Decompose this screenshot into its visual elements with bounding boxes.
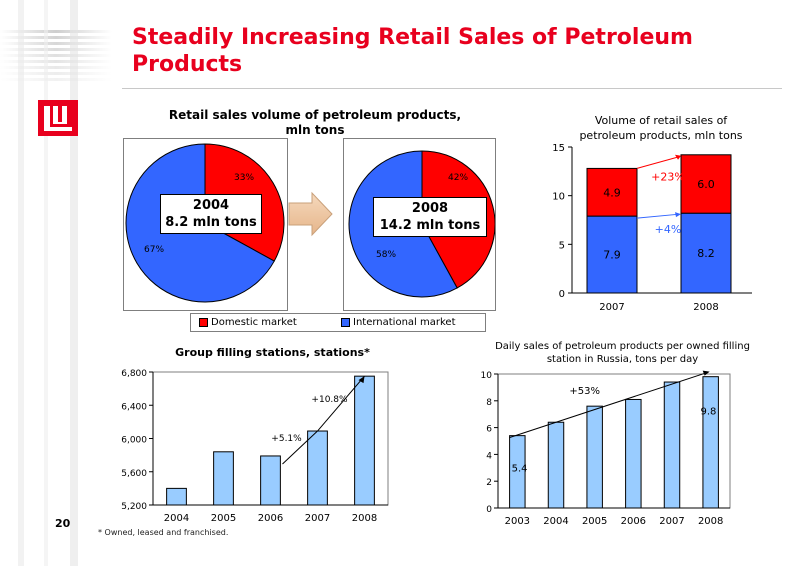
stations-bar-chart: 5,200 5,600 6,000 6,400 6,800 2004 2005 2006 200… (121, 369, 389, 524)
stacked-bar-2007-domestic (586, 167, 638, 217)
stations-x-tick-label: 2007 (305, 513, 330, 524)
growth-arrowhead-international (675, 212, 681, 218)
pie-legend: Domestic market International market (190, 313, 486, 332)
footnote: * Owned, leased and franchised. (98, 528, 229, 537)
daily-bar-2006 (625, 398, 642, 509)
stacked-bar-2007-international (586, 215, 638, 294)
stations-bar-2006 (260, 455, 281, 506)
legend-swatch-international (341, 317, 350, 327)
stations-x-tick-label: 2008 (352, 513, 377, 524)
daily-x-tick-label: 2008 (698, 516, 723, 527)
stations-chart-title: Group filling stations, stations* (175, 346, 370, 359)
stacked-bar-chart: 0 5 10 15 7.9 4.9 2007 8.2 6.0 2008 +23% +4% (552, 143, 752, 313)
stations-y-tick-label: 5,200 (121, 502, 147, 512)
daily-sales-bar-chart: 0 2 4 6 8 10 2003 5.4 2004 2005 2006 2007 2008 9.8 +53… (481, 370, 731, 527)
legend-item-international: International market (341, 314, 456, 331)
stacked-y-tick-label: 10 (552, 192, 565, 203)
pie-2004-total: 8.2 mln tons (165, 215, 257, 230)
daily-sales-chart-title: Daily sales of petroleum products per ow… (495, 341, 750, 365)
stacked-value-label: 4.9 (603, 186, 621, 199)
pie-2004-caption: 2004 8.2 mln tons (160, 194, 262, 234)
growth-arrowhead-domestic (675, 154, 681, 160)
pie-2008-label-international: 58% (376, 250, 396, 260)
daily-data-label: 9.8 (700, 407, 716, 418)
stacked-x-tick-label: 2008 (693, 302, 718, 313)
stacked-value-label: 7.9 (603, 249, 621, 262)
pie-2004-label-domestic: 33% (234, 173, 254, 183)
pie-2008-caption: 2008 14.2 mln tons (373, 197, 487, 237)
stacked-y-tick-label: 0 (559, 289, 565, 300)
stations-bar-2005 (213, 451, 234, 506)
daily-y-tick-label: 10 (481, 371, 493, 381)
daily-data-label: 5.4 (512, 464, 528, 475)
stations-annotation-second: +10.8% (311, 395, 348, 405)
legend-label-domestic: Domestic market (211, 317, 297, 328)
daily-bar-2008 (702, 376, 719, 509)
daily-y-tick-label: 2 (486, 478, 492, 488)
pie-2008-total: 14.2 mln tons (379, 218, 481, 233)
pie-charts-title: Retail sales volume of petroleum product… (168, 108, 462, 137)
stations-bar-2007 (307, 430, 328, 506)
daily-bar-2007 (663, 381, 681, 509)
stations-bar-2004 (166, 487, 187, 506)
stations-x-tick-label: 2004 (164, 513, 189, 524)
daily-trend-line (509, 372, 707, 439)
daily-y-tick-label: 4 (486, 451, 492, 461)
growth-arrow-international (636, 213, 680, 219)
daily-y-tick-label: 8 (486, 398, 492, 408)
daily-bar-2004 (547, 421, 565, 509)
stacked-bar-2008-domestic (680, 154, 732, 214)
stacked-chart-title: Volume of retail sales of petroleum prod… (579, 114, 743, 142)
daily-x-tick-label: 2004 (543, 516, 568, 527)
growth-annotation-domestic: +23% (651, 170, 685, 183)
stations-trend-line (282, 375, 365, 465)
legend-swatch-domestic (199, 317, 208, 327)
stations-annotation-first: +5.1% (271, 434, 302, 444)
daily-trend-arrowhead (702, 370, 710, 376)
stacked-x-tick-label: 2007 (599, 302, 624, 313)
daily-bar-2005 (586, 405, 603, 509)
page-number: 20 (55, 517, 71, 530)
daily-x-tick-label: 2005 (582, 516, 607, 527)
stations-bar-2008 (354, 375, 375, 506)
slide-title: Steadily Increasing Retail Sales of Petr… (132, 25, 693, 77)
stacked-y-tick-label: 15 (552, 143, 565, 154)
stations-y-tick-label: 6,000 (121, 436, 147, 446)
daily-annotation: +53% (569, 386, 600, 397)
daily-bar-2003 (509, 435, 526, 509)
stations-trend-arrowhead (358, 376, 365, 384)
legend-label-international: International market (353, 317, 456, 328)
stacked-value-label: 6.0 (697, 178, 715, 191)
growth-annotation-international: +4% (655, 223, 682, 236)
pie-2008-year: 2008 (411, 201, 449, 216)
daily-x-tick-label: 2003 (505, 516, 530, 527)
right-arrow-icon (288, 191, 333, 237)
daily-y-tick-label: 6 (486, 425, 492, 435)
pie-2004-label-international: 67% (144, 245, 164, 255)
daily-x-tick-label: 2006 (621, 516, 646, 527)
legend-item-domestic: Domestic market (199, 314, 297, 331)
pie-2008-label-domestic: 42% (448, 173, 468, 183)
stacked-y-tick-label: 5 (559, 240, 565, 251)
daily-y-tick-label: 0 (486, 505, 492, 515)
stacked-bar-2008-international (680, 212, 732, 294)
growth-arrow-domestic (636, 156, 680, 169)
company-logo-icon (38, 100, 78, 136)
stations-y-tick-label: 6,800 (121, 369, 147, 379)
stations-y-tick-label: 6,400 (121, 402, 147, 412)
stacked-value-label: 8.2 (697, 247, 715, 260)
pie-2004-year: 2004 (192, 198, 230, 213)
stations-x-tick-label: 2006 (258, 513, 283, 524)
daily-plot-area (497, 373, 731, 509)
decorative-stripes (0, 0, 112, 566)
daily-x-tick-label: 2007 (659, 516, 684, 527)
title-divider (122, 88, 782, 89)
stations-y-tick-label: 5,600 (121, 469, 147, 479)
stations-x-tick-label: 2005 (211, 513, 236, 524)
